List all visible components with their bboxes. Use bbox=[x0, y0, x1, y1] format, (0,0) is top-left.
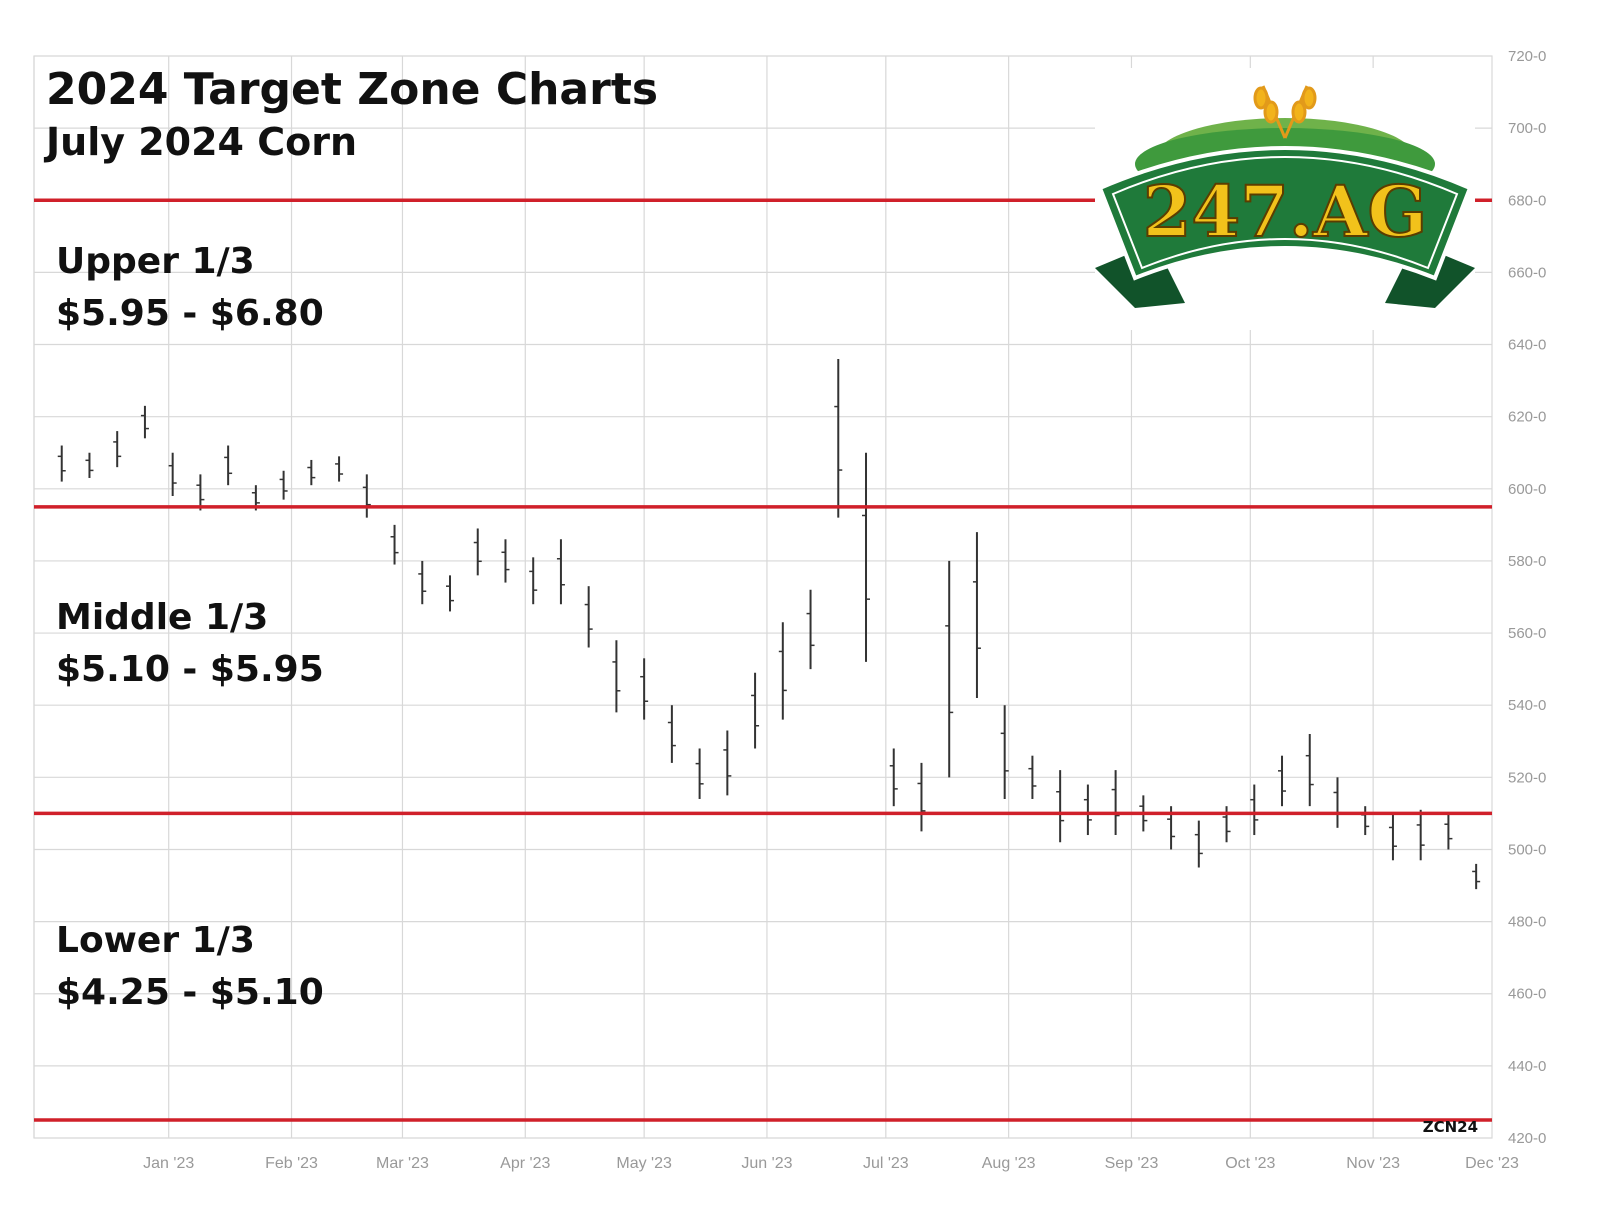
x-tick-label: Sep '23 bbox=[1105, 1155, 1159, 1172]
zone-upper-name: Upper 1/3 bbox=[56, 241, 255, 282]
y-tick-label: 620-0 bbox=[1508, 409, 1546, 426]
zone-label-lower: Lower 1/3 $4.25 - $5.10 bbox=[56, 915, 324, 1019]
x-tick-label: May '23 bbox=[616, 1155, 672, 1172]
contract-symbol: ZCN24 bbox=[1422, 1118, 1478, 1136]
wheat-icon bbox=[1253, 85, 1317, 139]
logo-text: 247.AG bbox=[1143, 170, 1428, 253]
zone-lower-name: Lower 1/3 bbox=[56, 920, 255, 961]
x-tick-label: Mar '23 bbox=[376, 1155, 429, 1172]
y-tick-label: 580-0 bbox=[1508, 553, 1546, 570]
chart-subtitle: July 2024 Corn bbox=[46, 120, 357, 164]
x-tick-label: Nov '23 bbox=[1346, 1155, 1400, 1172]
y-tick-label: 520-0 bbox=[1508, 769, 1546, 786]
y-tick-label: 560-0 bbox=[1508, 625, 1546, 642]
x-tick-label: Apr '23 bbox=[500, 1155, 550, 1172]
x-tick-label: Aug '23 bbox=[982, 1155, 1036, 1172]
y-tick-label: 660-0 bbox=[1508, 264, 1546, 281]
logo-banner bbox=[1097, 146, 1473, 281]
y-tick-label: 460-0 bbox=[1508, 986, 1546, 1003]
zone-label-upper: Upper 1/3 $5.95 - $6.80 bbox=[56, 236, 324, 340]
y-tick-label: 420-0 bbox=[1508, 1130, 1546, 1147]
brand-logo: 247.AG bbox=[1095, 68, 1475, 330]
y-tick-label: 600-0 bbox=[1508, 481, 1546, 498]
y-tick-label: 680-0 bbox=[1508, 192, 1546, 209]
x-tick-label: Feb '23 bbox=[265, 1155, 318, 1172]
x-tick-label: Oct '23 bbox=[1225, 1155, 1275, 1172]
zone-middle-range: $5.10 - $5.95 bbox=[56, 649, 324, 690]
zone-lower-range: $4.25 - $5.10 bbox=[56, 972, 324, 1013]
y-tick-label: 500-0 bbox=[1508, 841, 1546, 858]
x-tick-label: Jun '23 bbox=[741, 1155, 792, 1172]
x-tick-label: Jan '23 bbox=[143, 1155, 194, 1172]
y-tick-label: 440-0 bbox=[1508, 1058, 1546, 1075]
y-tick-label: 540-0 bbox=[1508, 697, 1546, 714]
zone-middle-name: Middle 1/3 bbox=[56, 597, 269, 638]
zone-upper-range: $5.95 - $6.80 bbox=[56, 293, 324, 334]
y-tick-label: 640-0 bbox=[1508, 337, 1546, 354]
x-tick-label: Jul '23 bbox=[863, 1155, 909, 1172]
chart-title: 2024 Target Zone Charts bbox=[46, 64, 659, 115]
y-tick-label: 720-0 bbox=[1508, 48, 1546, 65]
y-tick-label: 480-0 bbox=[1508, 914, 1546, 931]
y-tick-label: 700-0 bbox=[1508, 120, 1546, 137]
x-tick-label: Dec '23 bbox=[1465, 1155, 1519, 1172]
zone-label-middle: Middle 1/3 $5.10 - $5.95 bbox=[56, 592, 324, 696]
